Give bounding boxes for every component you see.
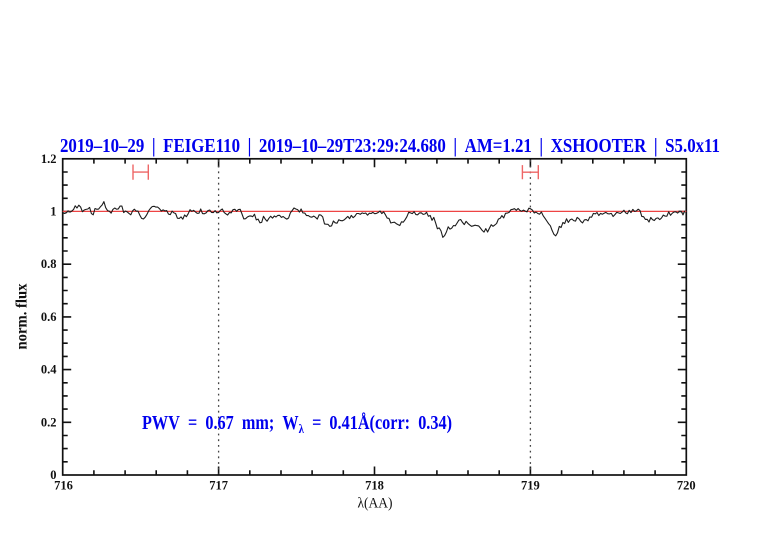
- svg-text:717: 717: [209, 479, 228, 493]
- svg-text:0.6: 0.6: [41, 310, 57, 324]
- svg-text:λ(AA): λ(AA): [358, 496, 393, 512]
- svg-text:PWV = 0.67 mm; Wλ = 0.41Å(corr: PWV = 0.67 mm; Wλ = 0.41Å(corr: 0.34): [142, 413, 452, 436]
- svg-text:0: 0: [50, 468, 56, 482]
- svg-text:718: 718: [365, 479, 384, 493]
- svg-text:719: 719: [521, 479, 540, 493]
- svg-text:0.4: 0.4: [41, 363, 57, 377]
- svg-text:2019–10–29 | FEIGE110 | 20: 2019–10–29 | FEIGE110 | 2019–10–29T23:29…: [60, 136, 720, 157]
- svg-text:1: 1: [50, 204, 56, 218]
- svg-text:0.8: 0.8: [41, 257, 57, 271]
- svg-text:1.2: 1.2: [41, 152, 57, 166]
- svg-text:0.2: 0.2: [41, 415, 57, 429]
- svg-text:720: 720: [677, 479, 696, 493]
- svg-text:norm. flux: norm. flux: [14, 284, 31, 350]
- svg-text:716: 716: [54, 479, 73, 493]
